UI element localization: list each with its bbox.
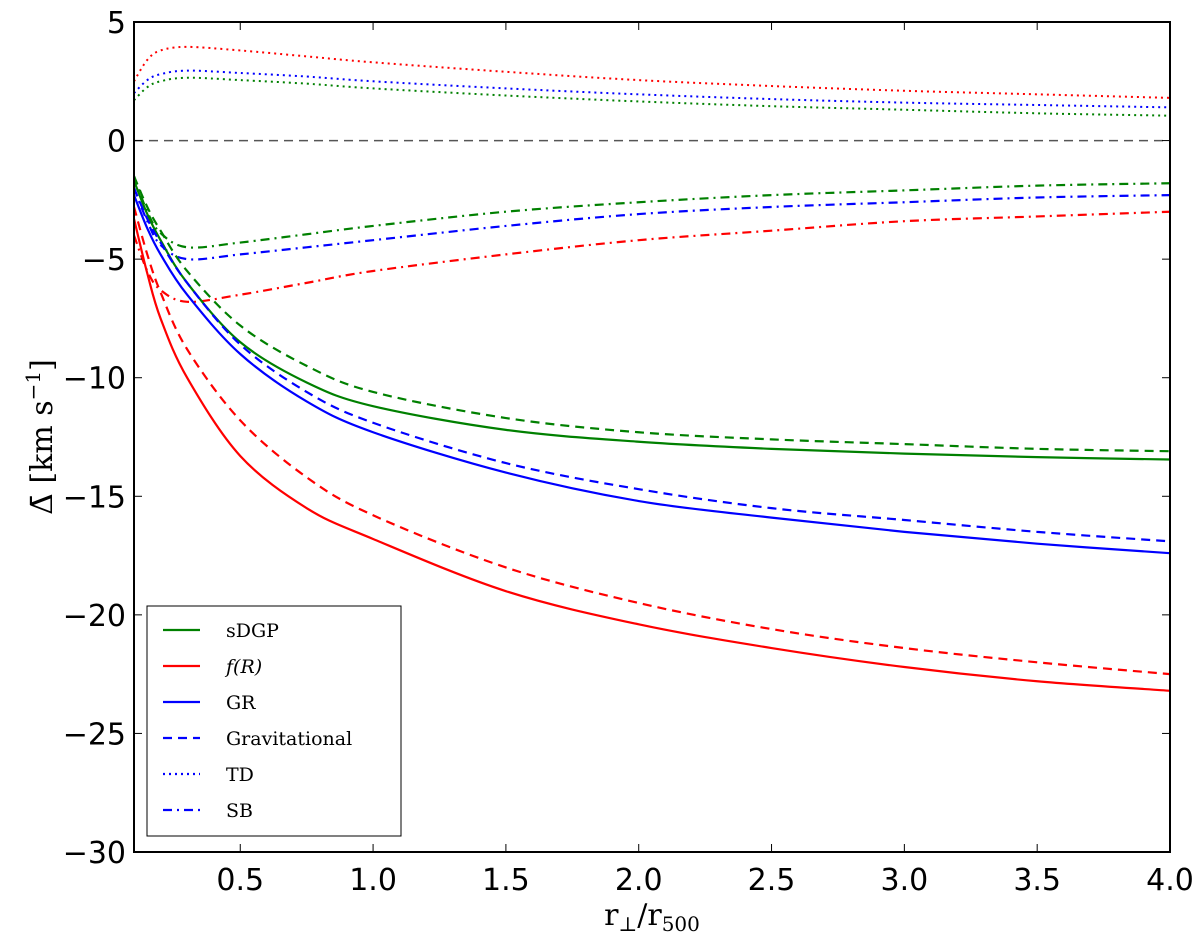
series-line-sdgp-gravitational: [132, 175, 1171, 453]
series-line-gr-td: [133, 69, 1171, 109]
x-tick-label: 3.0: [880, 863, 928, 898]
y-tick-label: 5: [107, 6, 126, 41]
legend-label: Gravitational: [226, 728, 352, 750]
series-line-sdgp-td: [133, 76, 1171, 117]
series-line-gr-gravitational: [132, 187, 1171, 543]
x-tick-label: 1.0: [349, 863, 397, 898]
y-tick-label: −30: [63, 836, 126, 871]
y-tick-label: −20: [63, 599, 126, 634]
x-tick-label: 4.0: [1146, 863, 1194, 898]
x-tick-label: 2.5: [748, 863, 796, 898]
ticks-layer: 0.5 1.0 1.5 2.0 2.5 3.0 3.5 4.0 −30 −25 −20 −15 −10 −…: [63, 6, 1194, 898]
y-tick-label: −10: [63, 362, 126, 397]
x-tick-label: 1.5: [482, 863, 530, 898]
series-line-f-r-sb: [132, 210, 1171, 303]
legend: sDGP f(R) GR Gravitational TD SB: [146, 605, 402, 837]
series-line-f-r-: [132, 218, 1171, 692]
y-axis-label: Δ̄ [km s−1]: [21, 359, 60, 515]
x-tick-label: 2.0: [615, 863, 663, 898]
legend-label: f(R): [224, 656, 262, 678]
y-tick-label: 0: [107, 125, 126, 160]
y-tick-label: −5: [82, 243, 126, 278]
plot-frame: [133, 21, 1171, 853]
y-tick-label: −15: [63, 480, 126, 515]
x-tick-label: 3.5: [1013, 863, 1061, 898]
series-line-f-r-td: [133, 45, 1171, 99]
x-tick-label: 0.5: [216, 863, 264, 898]
series-line-f-r-gravitational: [132, 206, 1171, 676]
legend-label: GR: [226, 692, 256, 714]
legend-label: SB: [226, 800, 253, 822]
series-layer: [132, 45, 1171, 692]
x-axis-label: r⊥/r500: [604, 898, 700, 936]
legend-box: [146, 605, 402, 837]
series-line-sdgp-sb: [132, 175, 1171, 249]
series-line-gr-sb: [132, 187, 1171, 261]
legend-label: TD: [226, 764, 254, 786]
y-tick-label: −25: [63, 717, 126, 752]
legend-label: sDGP: [226, 620, 279, 642]
series-line-gr: [132, 194, 1171, 555]
series-line-sdgp: [132, 180, 1171, 461]
